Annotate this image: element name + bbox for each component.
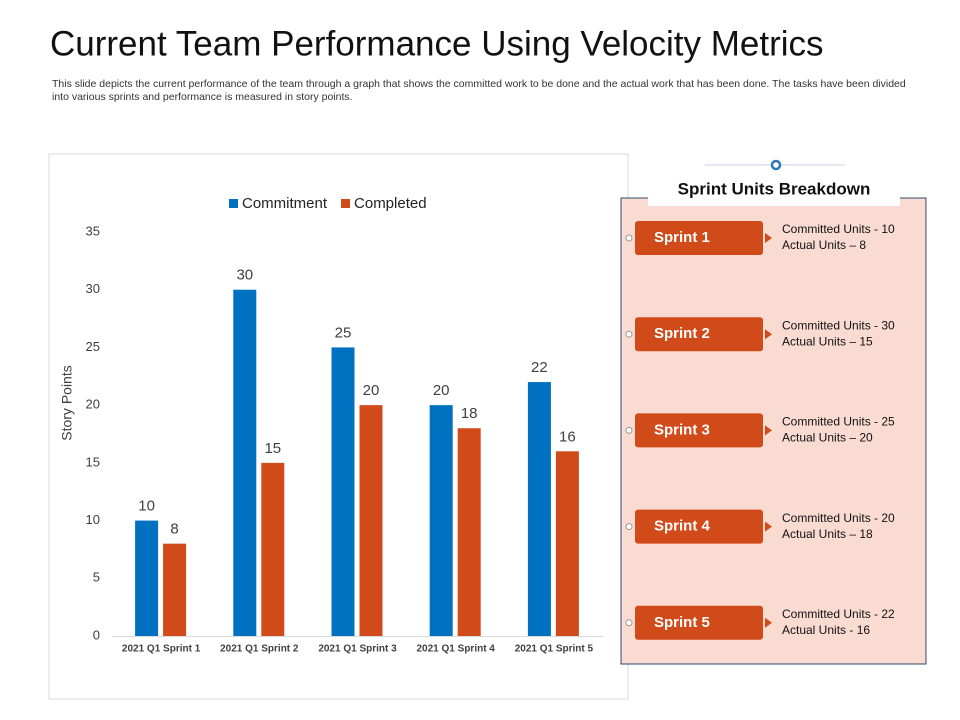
value-label: 10 xyxy=(138,498,155,515)
bullet xyxy=(625,330,633,338)
sprint-box xyxy=(635,317,763,352)
bar xyxy=(233,289,257,636)
value-label: 20 xyxy=(363,382,380,399)
bullet xyxy=(625,523,633,531)
ornament-dot xyxy=(770,159,782,171)
bar xyxy=(261,462,285,636)
x-tick-label: 2021 Q1 Sprint 1 xyxy=(122,644,201,655)
value-label: 22 xyxy=(531,359,548,376)
sprint-line: Committed Units - 10 xyxy=(782,222,895,236)
legend-label: Commitment xyxy=(242,195,328,212)
bullet xyxy=(625,619,633,627)
sprint-label: Sprint 4 xyxy=(654,518,710,535)
bar xyxy=(457,428,481,636)
slide-title: Current Team Performance Using Velocity … xyxy=(50,24,824,63)
value-label: 18 xyxy=(461,405,478,422)
sprint-line: Committed Units - 20 xyxy=(782,511,895,525)
sprint-label: Sprint 5 xyxy=(654,614,710,631)
bar xyxy=(527,382,551,636)
value-label: 16 xyxy=(559,428,576,445)
legend-swatch xyxy=(229,199,238,208)
sprint-label: Sprint 3 xyxy=(654,421,710,438)
sprint-box xyxy=(635,413,763,448)
y-tick-label: 5 xyxy=(93,570,100,585)
sprint-line: Actual Units – 15 xyxy=(782,334,873,348)
bar xyxy=(331,347,355,636)
sprint-box xyxy=(635,605,763,640)
arrow xyxy=(765,425,772,436)
bullet xyxy=(625,426,633,434)
panel-title: Sprint Units Breakdown xyxy=(678,179,871,198)
x-tick-label: 2021 Q1 Sprint 4 xyxy=(417,644,496,655)
legend-swatch xyxy=(341,199,351,208)
bar xyxy=(555,451,579,636)
y-tick-label: 35 xyxy=(86,223,100,238)
sprint-line: Actual Units – 18 xyxy=(782,527,873,541)
panel-items: Sprint 1 Committed Units - 10 Actual Units… xyxy=(625,221,895,640)
arrow xyxy=(765,233,772,243)
sprint-line: Actual Units - 16 xyxy=(782,623,870,637)
y-tick-label: 30 xyxy=(86,281,100,296)
bullet xyxy=(625,234,633,242)
sprint-line: Committed Units - 30 xyxy=(782,318,895,332)
x-tick-label: 2021 Q1 Sprint 2 xyxy=(220,644,299,655)
y-tick-label: 0 xyxy=(93,627,100,642)
subtitle: This slide depicts the current performan… xyxy=(52,78,906,103)
sprint-line: Actual Units – 8 xyxy=(782,238,866,252)
value-label: 8 xyxy=(170,521,178,538)
arrow xyxy=(765,329,772,340)
sprint-label: Sprint 2 xyxy=(654,325,710,342)
value-label: 25 xyxy=(335,324,352,341)
value-label: 15 xyxy=(264,440,281,457)
bar xyxy=(429,405,453,636)
x-tick-label: 2021 Q1 Sprint 3 xyxy=(318,644,397,655)
y-axis-label: Story Points xyxy=(59,365,75,440)
y-tick-label: 20 xyxy=(86,397,100,412)
value-label: 30 xyxy=(236,267,253,284)
bar xyxy=(135,520,159,636)
y-tick-label: 10 xyxy=(86,512,100,527)
sprint-line: Actual Units – 20 xyxy=(782,431,873,445)
sprint-line: Committed Units - 22 xyxy=(782,607,895,621)
arrow xyxy=(765,617,772,628)
x-tick-label: 2021 Q1 Sprint 5 xyxy=(515,644,594,655)
value-label: 20 xyxy=(433,382,450,399)
sprint-label: Sprint 1 xyxy=(654,229,710,246)
sprint-box xyxy=(635,221,763,255)
arrow xyxy=(765,521,772,532)
bar xyxy=(163,543,187,636)
subtitle-wrap: This slide depicts the current performan… xyxy=(52,78,906,103)
sprint-line: Committed Units - 25 xyxy=(782,415,895,429)
y-tick-label: 15 xyxy=(86,454,100,469)
legend-label: Completed xyxy=(354,195,427,212)
y-tick-label: 25 xyxy=(86,339,100,354)
panel-header xyxy=(648,175,900,206)
bar xyxy=(359,405,383,636)
sprint-box xyxy=(635,509,763,544)
